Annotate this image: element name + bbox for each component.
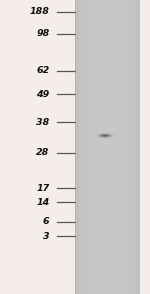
Text: 188: 188 xyxy=(30,7,50,16)
Text: 49: 49 xyxy=(36,90,50,98)
Text: 28: 28 xyxy=(36,148,50,157)
Text: 3: 3 xyxy=(43,232,50,240)
Text: 6: 6 xyxy=(43,218,50,226)
Text: 98: 98 xyxy=(36,29,50,38)
Text: 62: 62 xyxy=(36,66,50,75)
Text: 38: 38 xyxy=(36,118,50,126)
Text: 17: 17 xyxy=(36,184,50,193)
Text: 14: 14 xyxy=(36,198,50,207)
